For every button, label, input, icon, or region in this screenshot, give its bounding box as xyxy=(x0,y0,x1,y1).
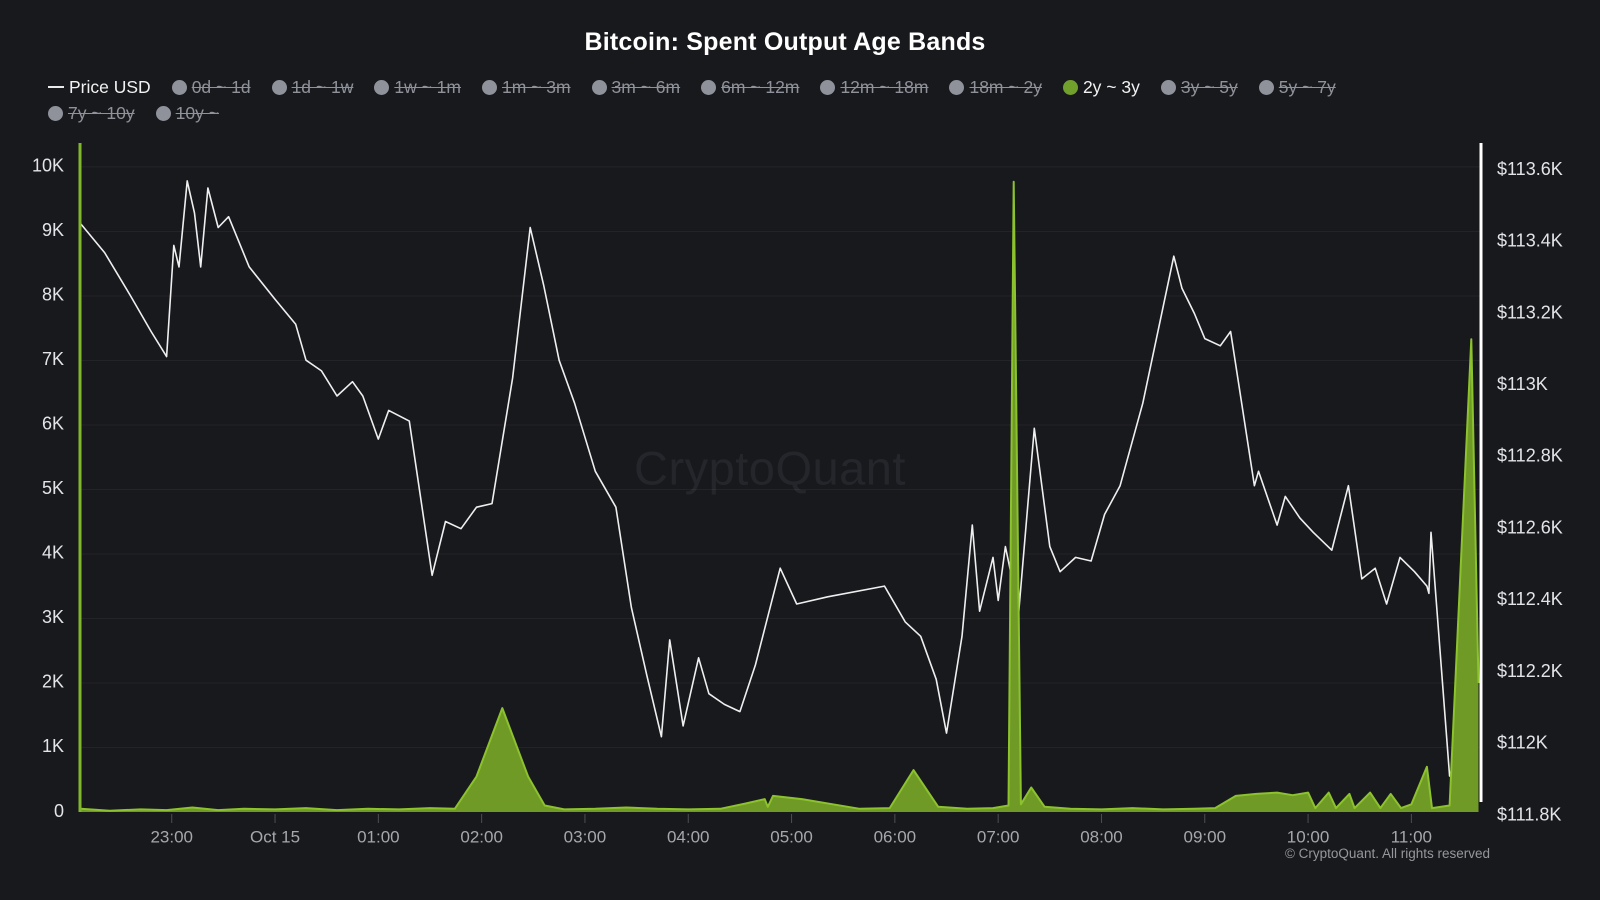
legend-item-price-usd[interactable]: Price USD xyxy=(48,77,151,98)
legend-item-7y-10y[interactable]: 7y ~ 10y xyxy=(48,103,135,124)
series-dot-icon xyxy=(820,79,836,95)
x-axis-label: 04:00 xyxy=(667,827,710,846)
right-axis-label: $113.2K xyxy=(1497,302,1563,322)
x-axis-label: 02:00 xyxy=(460,827,503,846)
legend-item-1d-1w[interactable]: 1d ~ 1w xyxy=(271,76,354,98)
left-axis-label: 2K xyxy=(42,672,64,692)
x-axis-label: Oct 15 xyxy=(250,827,300,846)
legend-label: 3m ~ 6m xyxy=(611,76,681,97)
left-axis-label: 6K xyxy=(42,414,64,434)
series-dot-icon xyxy=(591,79,607,95)
series-dot-icon xyxy=(1160,79,1176,95)
right-axis-label: $113.6K xyxy=(1497,159,1563,179)
x-axis-label: 01:00 xyxy=(357,827,400,846)
left-axis-label: 0 xyxy=(54,801,64,821)
x-axis-label: 09:00 xyxy=(1183,827,1226,846)
x-axis-label: 07:00 xyxy=(977,827,1020,846)
legend-label: 18m ~ 2y xyxy=(969,76,1042,97)
series-dot-icon xyxy=(271,79,287,95)
series-dot-icon xyxy=(1258,79,1274,95)
left-axis-label: 7K xyxy=(42,349,64,369)
legend-item-18m-2y[interactable]: 18m ~ 2y xyxy=(949,76,1042,98)
legend-label: 6m ~ 12m xyxy=(721,76,800,97)
right-axis-label: $112.8K xyxy=(1497,446,1563,466)
legend-item-0d-1d[interactable]: 0d ~ 1d xyxy=(171,76,251,98)
right-axis-label: $112.2K xyxy=(1497,661,1563,681)
series-dot-icon xyxy=(701,79,717,95)
price-line[interactable] xyxy=(80,180,1475,777)
right-axis-label: $113K xyxy=(1497,374,1548,394)
left-axis-label: 1K xyxy=(42,736,64,756)
left-axis-label: 9K xyxy=(42,220,64,240)
x-axis-label: 10:00 xyxy=(1287,827,1330,846)
legend-label: 3y ~ 5y xyxy=(1180,76,1238,97)
left-axis-label: 8K xyxy=(42,285,64,305)
legend-item-12m-18m[interactable]: 12m ~ 18m xyxy=(820,77,928,98)
left-axis-label: 4K xyxy=(42,543,64,563)
copyright: © CryptoQuant. All rights reserved xyxy=(1284,846,1490,861)
legend-label: 12m ~ 18m xyxy=(840,76,929,97)
x-axis-label: 05:00 xyxy=(770,827,813,846)
x-axis-label: 06:00 xyxy=(874,827,917,846)
legend-label: 1w ~ 1m xyxy=(394,76,461,97)
legend-item-6m-12m[interactable]: 6m ~ 12m xyxy=(701,77,799,98)
series-dot-icon xyxy=(949,79,965,95)
x-axis-label: 08:00 xyxy=(1080,827,1123,846)
legend-row: 7y ~ 10y 10y ~ xyxy=(48,100,1548,126)
series-dot-icon xyxy=(171,79,187,95)
age-band-area-outline xyxy=(80,180,1480,812)
price-line-marker-icon xyxy=(48,86,64,88)
right-axis-label: $112.4K xyxy=(1497,589,1563,609)
right-axis-label: $113.4K xyxy=(1497,231,1563,251)
series-dot-icon xyxy=(481,79,497,95)
series-dot-icon xyxy=(1062,79,1078,95)
series-dot-icon xyxy=(155,105,171,121)
legend-row: Price USD 0d ~ 1d 1d ~ 1w 1w ~ 1m 1m ~ 3m 3m … xyxy=(48,74,1548,100)
age-band-area[interactable] xyxy=(80,181,1479,813)
legend-item-3y-5y[interactable]: 3y ~ 5y xyxy=(1160,76,1238,98)
left-axis-label: 5K xyxy=(42,478,64,498)
legend-label: 10y ~ xyxy=(175,102,219,123)
x-axis-label: 03:00 xyxy=(564,827,607,846)
x-axis-label: 23:00 xyxy=(150,827,193,846)
legend-label: 7y ~ 10y xyxy=(68,102,135,123)
legend: Price USD 0d ~ 1d 1d ~ 1w 1w ~ 1m 1m ~ 3m 3m … xyxy=(48,74,1548,126)
legend-item-1w-1m[interactable]: 1w ~ 1m xyxy=(374,77,461,98)
legend-label: 5y ~ 7y xyxy=(1278,76,1336,97)
legend-label: 2y ~ 3y xyxy=(1082,76,1140,97)
chart-title: Bitcoin: Spent Output Age Bands xyxy=(584,28,986,56)
legend-item-5y-7y[interactable]: 5y ~ 7y xyxy=(1258,76,1336,98)
left-axis-label: 10K xyxy=(32,156,64,176)
series-dot-icon xyxy=(374,79,390,95)
left-axis-label: 3K xyxy=(42,607,64,627)
legend-item-10y[interactable]: 10y ~ xyxy=(155,102,219,124)
series-dot-icon xyxy=(48,105,63,121)
right-axis-label: $112.6K xyxy=(1497,517,1563,537)
legend-label: 0d ~ 1d xyxy=(191,76,251,97)
legend-item-1m-3m[interactable]: 1m ~ 3m xyxy=(481,76,571,98)
right-axis-label: $111.8K xyxy=(1497,804,1561,824)
legend-label: Price USD xyxy=(69,76,151,97)
legend-item-3m-6m[interactable]: 3m ~ 6m xyxy=(591,76,681,98)
legend-label: 1m ~ 3m xyxy=(501,76,571,97)
x-axis-label: 11:00 xyxy=(1391,827,1432,846)
legend-item-2y-3y[interactable]: 2y ~ 3y xyxy=(1062,76,1140,98)
right-axis-label: $112K xyxy=(1497,733,1548,753)
legend-label: 1d ~ 1w xyxy=(291,76,354,97)
